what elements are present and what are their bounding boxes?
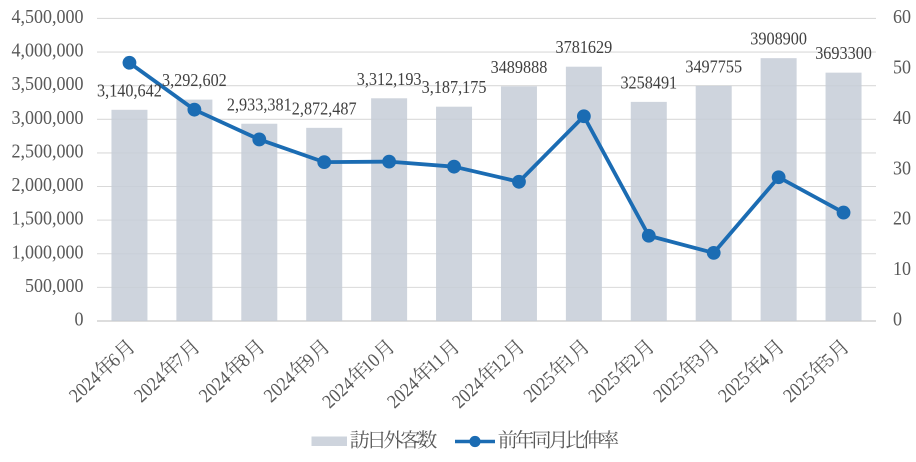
svg-text:3,312,193: 3,312,193: [357, 69, 422, 89]
svg-text:4,000,000: 4,000,000: [12, 41, 84, 62]
svg-text:3693300: 3693300: [815, 43, 872, 63]
svg-text:3908900: 3908900: [750, 29, 807, 49]
svg-text:2,500,000: 2,500,000: [12, 141, 84, 162]
svg-text:30: 30: [893, 158, 911, 179]
svg-text:3,187,175: 3,187,175: [422, 77, 487, 97]
svg-text:10: 10: [893, 259, 911, 280]
svg-text:3258491: 3258491: [620, 72, 677, 92]
svg-text:2,933,381: 2,933,381: [227, 94, 292, 114]
svg-text:4,500,000: 4,500,000: [12, 7, 84, 28]
svg-text:3,000,000: 3,000,000: [12, 108, 84, 129]
svg-text:500,000: 500,000: [25, 276, 84, 297]
svg-text:3,140,642: 3,140,642: [97, 80, 162, 100]
svg-text:3497755: 3497755: [685, 56, 742, 76]
svg-text:60: 60: [893, 7, 911, 28]
svg-text:3781629: 3781629: [556, 37, 613, 57]
svg-text:20: 20: [893, 209, 911, 230]
svg-text:0: 0: [75, 310, 84, 331]
svg-text:0: 0: [893, 310, 902, 331]
svg-text:3489888: 3489888: [491, 57, 548, 77]
svg-text:1,500,000: 1,500,000: [12, 209, 84, 230]
svg-text:3,292,602: 3,292,602: [162, 70, 227, 90]
svg-text:50: 50: [893, 57, 911, 78]
svg-text:3,500,000: 3,500,000: [12, 74, 84, 95]
svg-text:2,872,487: 2,872,487: [292, 98, 357, 118]
svg-text:1,000,000: 1,000,000: [12, 242, 84, 263]
svg-text:40: 40: [893, 108, 911, 129]
svg-text:2,000,000: 2,000,000: [12, 175, 84, 196]
